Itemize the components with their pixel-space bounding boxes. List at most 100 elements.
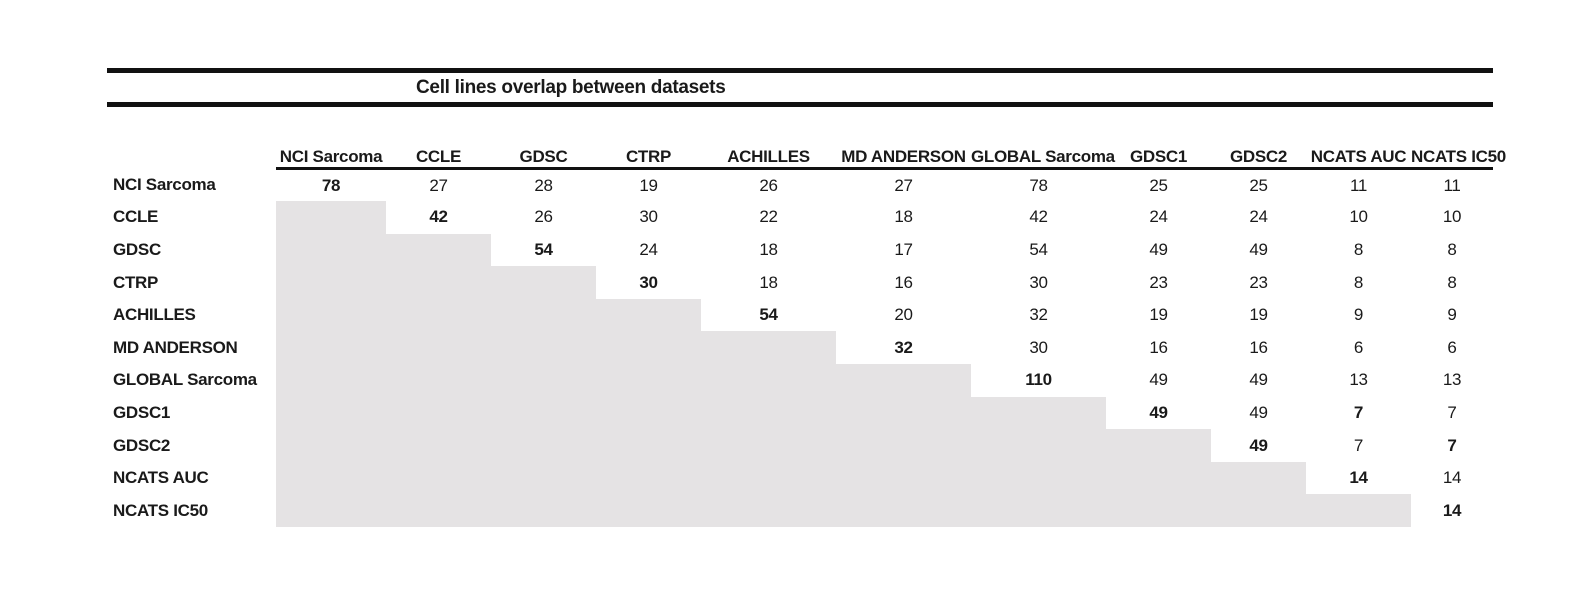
matrix-cell-gdsc-x-gdsc1: 49 bbox=[1149, 239, 1168, 259]
matrix-cell-global-sarcoma-x-gdsc1: 49 bbox=[1149, 370, 1168, 390]
matrix-cell-global-sarcoma-x-ccle bbox=[386, 364, 491, 397]
matrix-cell-ccle-x-ccle: 42 bbox=[429, 207, 448, 227]
matrix-cell-md-anderson-x-md-anderson: 32 bbox=[894, 337, 913, 357]
matrix-cell-ctrp-x-gdsc1: 23 bbox=[1149, 272, 1168, 292]
row-header-ncats-auc: NCATS AUC bbox=[113, 468, 209, 488]
matrix-cell-nci-sarcoma-x-achilles: 26 bbox=[759, 175, 778, 195]
col-header-achilles: ACHILLES bbox=[701, 119, 836, 170]
matrix-cell-ncats-ic50-x-achilles bbox=[701, 494, 836, 528]
matrix-cell-achilles-x-achilles: 54 bbox=[759, 305, 778, 325]
matrix-cell-ncats-auc-x-global-sarcoma bbox=[971, 461, 1106, 495]
matrix-cell-ncats-ic50-x-md-anderson bbox=[836, 494, 971, 528]
matrix-cell-global-sarcoma-x-md-anderson bbox=[836, 364, 971, 397]
matrix-cell-ncats-auc-x-nci-sarcoma bbox=[276, 461, 386, 495]
matrix-cell-gdsc-x-achilles: 18 bbox=[759, 239, 778, 259]
overlap-table: Cell lines overlap between datasets NCI … bbox=[107, 68, 1506, 528]
matrix-cell-ncats-ic50-x-nci-sarcoma bbox=[276, 494, 386, 528]
matrix-cell-global-sarcoma-x-ncats-ic50: 13 bbox=[1442, 370, 1462, 390]
row-header-ncats-ic50: NCATS IC50 bbox=[113, 500, 208, 520]
matrix-cell-md-anderson-x-ctrp bbox=[596, 331, 701, 365]
matrix-cell-ncats-auc-x-ccle bbox=[386, 461, 491, 495]
matrix-cell-gdsc2-x-md-anderson bbox=[836, 429, 971, 462]
matrix-body: NCI Sarcoma 78 27 28 19 26 27 78 25 25 11 11 CCLE 42 2… bbox=[107, 169, 1493, 528]
matrix-cell-global-sarcoma-x-global-sarcoma: 110 bbox=[1025, 370, 1052, 390]
matrix-cell-ccle-x-nci-sarcoma bbox=[276, 201, 386, 234]
matrix-cell-nci-sarcoma-x-ccle: 27 bbox=[429, 175, 448, 195]
col-header-md-anderson: MD ANDERSON bbox=[836, 119, 971, 170]
matrix-row-ncats-auc: NCATS AUC 14 14 bbox=[107, 461, 1493, 495]
matrix-cell-ncats-auc-x-ctrp bbox=[596, 461, 701, 495]
matrix-cell-nci-sarcoma-x-ncats-auc: 11 bbox=[1349, 175, 1368, 195]
matrix-row-ccle: CCLE 42 26 30 22 18 42 24 24 10 10 bbox=[107, 201, 1493, 234]
matrix-cell-ncats-auc-x-gdsc bbox=[491, 461, 596, 495]
table-title: Cell lines overlap between datasets bbox=[416, 76, 726, 98]
row-header-gdsc1: GDSC1 bbox=[113, 402, 171, 422]
matrix-cell-achilles-x-ctrp bbox=[596, 298, 701, 332]
matrix-cell-achilles-x-md-anderson: 20 bbox=[894, 305, 913, 325]
matrix-cell-ctrp-x-nci-sarcoma bbox=[276, 266, 386, 299]
row-header-ctrp: CTRP bbox=[113, 272, 159, 292]
matrix-cell-achilles-x-gdsc2: 19 bbox=[1249, 305, 1268, 325]
matrix-cell-gdsc1-x-achilles bbox=[701, 396, 836, 430]
matrix-cell-ctrp-x-gdsc2: 23 bbox=[1249, 272, 1268, 292]
matrix-cell-ccle-x-ncats-auc: 10 bbox=[1349, 207, 1368, 227]
header-row: NCI Sarcoma CCLE GDSC CTRP ACHILLES MD ANDERS… bbox=[107, 119, 1506, 170]
matrix-cell-ncats-auc-x-gdsc1 bbox=[1106, 461, 1211, 495]
row-header-ccle: CCLE bbox=[113, 207, 159, 227]
matrix-cell-ncats-ic50-x-gdsc bbox=[491, 494, 596, 528]
matrix-cell-ncats-ic50-x-ccle bbox=[386, 494, 491, 528]
matrix-cell-gdsc-x-ncats-auc: 8 bbox=[1353, 239, 1364, 259]
matrix-cell-achilles-x-global-sarcoma: 32 bbox=[1029, 305, 1048, 325]
matrix-row-nci-sarcoma: NCI Sarcoma 78 27 28 19 26 27 78 25 25 11 11 bbox=[107, 169, 1493, 202]
matrix-cell-gdsc2-x-gdsc2: 49 bbox=[1249, 435, 1268, 455]
overlap-matrix: NCI Sarcoma CCLE GDSC CTRP ACHILLES MD ANDERS… bbox=[107, 119, 1506, 528]
col-header-ncats-auc: NCATS AUC bbox=[1306, 119, 1411, 170]
matrix-row-ctrp: CTRP 30 18 16 30 23 23 8 8 bbox=[107, 266, 1493, 299]
matrix-cell-gdsc-x-md-anderson: 17 bbox=[894, 239, 913, 259]
matrix-cell-gdsc1-x-gdsc bbox=[491, 396, 596, 430]
row-header-gdsc2: GDSC2 bbox=[113, 435, 171, 455]
row-header-gdsc: GDSC bbox=[113, 239, 161, 259]
matrix-cell-gdsc2-x-ncats-ic50: 7 bbox=[1447, 435, 1457, 455]
matrix-cell-gdsc1-x-ncats-ic50: 7 bbox=[1447, 402, 1457, 422]
matrix-cell-achilles-x-ccle bbox=[386, 298, 491, 332]
matrix-cell-ctrp-x-achilles: 18 bbox=[759, 272, 778, 292]
matrix-cell-achilles-x-ncats-auc: 9 bbox=[1353, 305, 1364, 325]
matrix-cell-gdsc-x-gdsc: 54 bbox=[534, 239, 553, 259]
title-band: Cell lines overlap between datasets bbox=[107, 68, 1493, 107]
matrix-cell-nci-sarcoma-x-gdsc1: 25 bbox=[1149, 175, 1168, 195]
matrix-cell-ncats-auc-x-ncats-auc: 14 bbox=[1349, 468, 1368, 488]
matrix-row-ncats-ic50: NCATS IC50 14 bbox=[107, 494, 1493, 528]
matrix-cell-ctrp-x-ccle bbox=[386, 266, 491, 299]
col-header-gdsc: GDSC bbox=[491, 119, 596, 170]
matrix-cell-gdsc2-x-gdsc bbox=[491, 429, 596, 462]
matrix-cell-ncats-auc-x-gdsc2 bbox=[1211, 461, 1306, 495]
col-header-gdsc2: GDSC2 bbox=[1211, 119, 1306, 170]
matrix-cell-gdsc2-x-nci-sarcoma bbox=[276, 429, 386, 462]
matrix-cell-achilles-x-ncats-ic50: 9 bbox=[1447, 305, 1457, 325]
matrix-cell-gdsc1-x-ctrp bbox=[596, 396, 701, 430]
matrix-row-gdsc1: GDSC1 49 49 7 7 bbox=[107, 396, 1493, 430]
matrix-cell-ctrp-x-ncats-auc: 8 bbox=[1353, 272, 1364, 292]
matrix-cell-global-sarcoma-x-ncats-auc: 13 bbox=[1349, 370, 1368, 390]
matrix-row-global-sarcoma: GLOBAL Sarcoma 110 49 49 13 13 bbox=[107, 364, 1493, 397]
matrix-cell-nci-sarcoma-x-nci-sarcoma: 78 bbox=[321, 175, 341, 195]
matrix-cell-md-anderson-x-ncats-auc: 6 bbox=[1353, 337, 1364, 357]
col-header-nci-sarcoma: NCI Sarcoma bbox=[276, 119, 386, 170]
row-header-md-anderson: MD ANDERSON bbox=[113, 337, 238, 357]
matrix-cell-ncats-ic50-x-gdsc2 bbox=[1211, 494, 1306, 528]
matrix-cell-ctrp-x-md-anderson: 16 bbox=[894, 272, 913, 292]
matrix-cell-ctrp-x-gdsc bbox=[491, 266, 596, 299]
matrix-cell-nci-sarcoma-x-ncats-ic50: 11 bbox=[1443, 175, 1461, 195]
matrix-cell-gdsc-x-gdsc2: 49 bbox=[1249, 239, 1268, 259]
col-header-ctrp: CTRP bbox=[596, 119, 701, 170]
matrix-cell-ccle-x-ctrp: 30 bbox=[639, 207, 658, 227]
matrix-cell-md-anderson-x-gdsc2: 16 bbox=[1249, 337, 1268, 357]
matrix-cell-ncats-ic50-x-ncats-auc bbox=[1306, 494, 1411, 528]
matrix-cell-gdsc1-x-md-anderson bbox=[836, 396, 971, 430]
matrix-cell-achilles-x-gdsc1: 19 bbox=[1149, 305, 1168, 325]
matrix-cell-md-anderson-x-gdsc bbox=[491, 331, 596, 365]
col-header-ncats-ic50: NCATS IC50 bbox=[1411, 119, 1506, 170]
matrix-cell-ncats-ic50-x-ctrp bbox=[596, 494, 701, 528]
